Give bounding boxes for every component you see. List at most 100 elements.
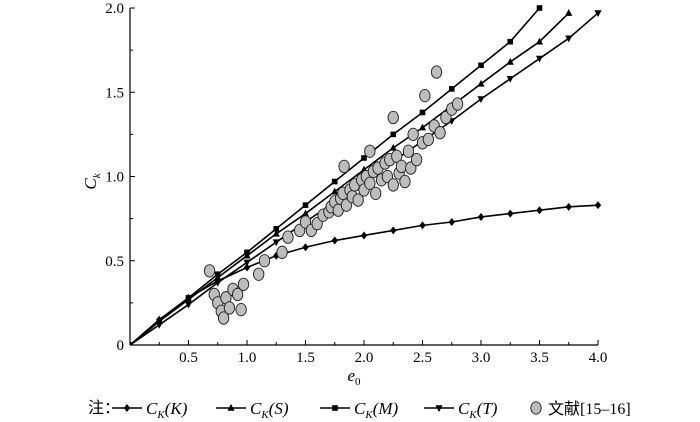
legend-item-2: CK(M) — [320, 399, 399, 421]
data-point — [302, 243, 309, 252]
x-axis-label: e0 — [347, 366, 361, 388]
data-point — [565, 202, 572, 211]
data-point — [331, 178, 338, 185]
data-point — [448, 86, 455, 92]
x-tick-label: 3.0 — [472, 350, 491, 366]
x-tick-label: 4.0 — [589, 350, 608, 366]
legend-label-sub: K — [364, 409, 373, 421]
data-point — [156, 318, 163, 325]
series-2 — [130, 5, 543, 345]
scatter-point — [430, 65, 443, 79]
data-point — [448, 217, 455, 226]
data-point — [301, 209, 310, 217]
data-point — [506, 57, 514, 65]
data-point — [419, 221, 426, 230]
legend-item-1: CK(S) — [216, 399, 289, 421]
data-point — [535, 37, 544, 45]
scatter-point — [282, 230, 294, 244]
legend-label-arg: (T) — [477, 399, 498, 418]
scatter-point — [419, 88, 431, 103]
x-tick-label: 2.0 — [355, 350, 374, 366]
legend-label-arg: (S) — [269, 399, 289, 418]
legend-label: CK(M) — [354, 399, 399, 421]
data-point — [331, 187, 339, 195]
data-point — [214, 279, 222, 287]
scatter-point — [364, 144, 376, 158]
legend-marker — [332, 405, 338, 411]
legend-label: CK(K) — [146, 399, 188, 421]
scatter-point — [407, 127, 419, 142]
scatter-point — [235, 302, 247, 317]
data-point — [478, 62, 484, 69]
data-point — [243, 263, 251, 272]
data-point — [185, 295, 192, 301]
data-point — [130, 342, 134, 345]
legend-label-sub: K — [468, 409, 477, 421]
data-point — [390, 131, 397, 138]
y-tick-label: 0.5 — [105, 254, 124, 270]
y-tick-label: 2.0 — [105, 1, 124, 17]
data-point — [506, 75, 514, 83]
data-point — [389, 143, 397, 151]
scatter-point — [237, 277, 250, 291]
scatter-point — [387, 178, 399, 192]
legend-label-sub: K — [156, 409, 165, 421]
legend-label-sub: K — [260, 409, 269, 421]
scatter-point — [352, 193, 364, 207]
chart-axes: 0.5 1.0 1.5 2.0 2.5 3.0 3.5 4.000.51.01.52.0e0C… — [81, 1, 607, 388]
data-point — [565, 35, 573, 43]
data-point — [477, 212, 485, 221]
scatter-point — [370, 186, 382, 201]
data-point — [184, 301, 193, 309]
y-axis-label-sub: k — [91, 172, 103, 178]
x-tick-label: 0.5 — [179, 350, 198, 366]
legend-label: CK(T) — [458, 399, 498, 421]
scatter-point — [203, 264, 216, 278]
data-point — [361, 155, 367, 161]
data-point — [331, 236, 338, 245]
scatter-point — [422, 132, 434, 147]
scatter-point — [387, 110, 399, 125]
legend-label: 文献[15–16] — [548, 400, 631, 418]
legend-item-4: 文献[15–16] — [530, 400, 631, 418]
legend-marker — [227, 404, 235, 411]
data-point — [594, 201, 602, 210]
data-point — [390, 226, 397, 235]
scatter-point — [231, 287, 244, 302]
data-point — [360, 231, 368, 240]
data-point — [477, 79, 485, 87]
scatter-point — [399, 174, 411, 189]
data-point — [536, 206, 543, 215]
scatter-point — [391, 149, 403, 163]
legend-item-3: CK(T) — [424, 399, 498, 421]
data-point — [244, 249, 250, 256]
data-point — [272, 229, 280, 237]
data-point — [418, 123, 427, 131]
series-line — [130, 204, 599, 345]
data-point — [243, 259, 251, 267]
data-point — [302, 202, 309, 208]
x-tick-label: 1.5 — [296, 350, 315, 366]
x-axis-label-sub: 0 — [355, 376, 361, 388]
x-tick-label: 3.5 — [530, 350, 549, 366]
scatter-point — [276, 245, 288, 259]
y-tick-label: 0 — [117, 338, 125, 354]
chart-legend: 注： CK(K) CK(S) CK(M) CK(T) 文献[15–16] — [88, 399, 631, 421]
scatter-point — [223, 301, 236, 315]
legend-label-arg: (M) — [373, 399, 399, 418]
data-point — [214, 271, 221, 278]
scatter-point — [258, 254, 271, 268]
legend-prefix: 注： — [88, 399, 120, 417]
series-4 — [203, 65, 464, 325]
data-point — [155, 321, 163, 329]
legend-label-arg: (K) — [165, 399, 188, 418]
series-line — [130, 7, 541, 345]
series-0 — [130, 201, 602, 345]
x-tick-label: 1.0 — [238, 350, 257, 366]
data-point — [419, 109, 426, 116]
scatter-point — [402, 144, 415, 158]
scatter-point — [364, 176, 376, 190]
legend-marker — [435, 405, 443, 412]
scatter-point — [410, 152, 423, 167]
